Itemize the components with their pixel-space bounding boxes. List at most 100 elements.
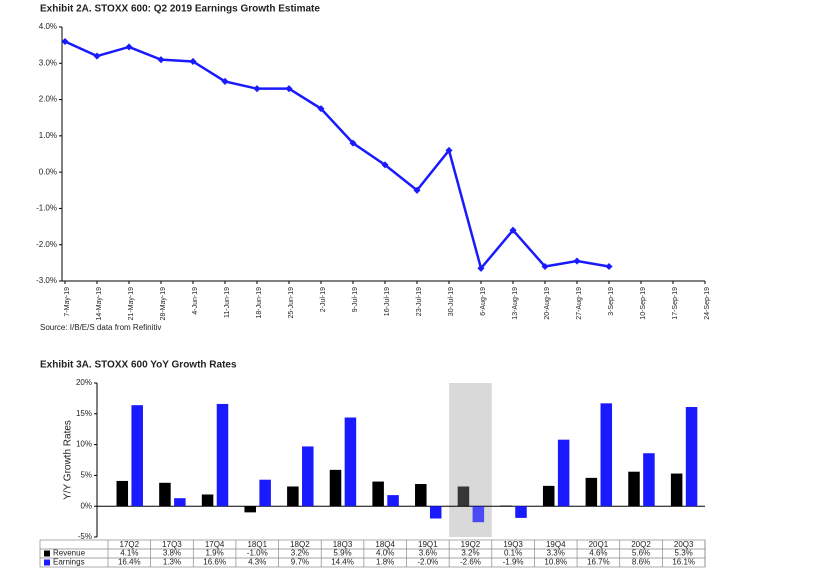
x-tick-label: 17Q4 xyxy=(205,540,225,549)
bar xyxy=(557,439,570,507)
bar xyxy=(685,407,698,507)
data-label: -1.9% xyxy=(503,558,524,567)
x-tick-label: 28-May-19 xyxy=(160,287,167,321)
data-label: 3.3% xyxy=(547,549,565,558)
x-tick-label: 2-Jul-19 xyxy=(320,287,327,312)
x-tick-label: 4-Jun-19 xyxy=(192,287,199,315)
point xyxy=(477,264,485,272)
data-label: 4.3% xyxy=(248,558,266,567)
y-tick-label: 0.0% xyxy=(39,167,57,176)
y-tick-label: -3.0% xyxy=(36,276,57,285)
data-label: 0.1% xyxy=(504,549,522,558)
x-tick-label: 24-Sep-19 xyxy=(704,287,711,320)
data-label: -2.6% xyxy=(460,558,481,567)
x-tick-label: 19Q3 xyxy=(503,540,523,549)
bar xyxy=(457,486,470,507)
y-tick-label: -5% xyxy=(78,532,92,541)
y-tick-label: 10% xyxy=(76,440,92,449)
bar xyxy=(472,506,485,523)
data-label: 16.1% xyxy=(672,558,695,567)
x-tick-label: 3-Sep-19 xyxy=(608,287,615,316)
point xyxy=(413,186,421,194)
bar xyxy=(174,498,186,507)
data-label: 3.2% xyxy=(461,549,479,558)
y-tick-label: 4.0% xyxy=(39,22,57,31)
legend-swatch xyxy=(44,559,50,566)
data-label: 3.2% xyxy=(291,549,309,558)
x-tick-label: 6-Aug-19 xyxy=(480,287,487,316)
y-axis-label: Y/Y Growth Rates xyxy=(63,420,74,500)
x-tick-label: 17-Sep-19 xyxy=(672,287,679,320)
data-label: 5.6% xyxy=(632,549,650,558)
legend-label: Earnings xyxy=(53,558,85,567)
x-tick-label: 18Q1 xyxy=(247,540,267,549)
data-label: 4.0% xyxy=(376,549,394,558)
bar xyxy=(542,485,555,507)
x-tick-label: 25-Jun-19 xyxy=(288,287,295,319)
bar xyxy=(259,479,271,507)
bar xyxy=(116,480,129,507)
x-tick-label: 9-Jul-19 xyxy=(352,287,359,312)
line-series xyxy=(64,40,610,271)
y-tick-label: 15% xyxy=(76,409,92,418)
bar xyxy=(515,506,527,518)
x-tick-label: 18-Jun-19 xyxy=(256,287,263,319)
x-tick-label: 20Q2 xyxy=(631,540,651,549)
point xyxy=(157,56,165,64)
bar xyxy=(670,473,683,507)
x-tick-label: 16-Jul-19 xyxy=(384,287,391,316)
data-label: 16.6% xyxy=(203,558,226,567)
point xyxy=(573,257,581,265)
data-label: 16.7% xyxy=(587,558,610,567)
source-note: Source: I/B/E/S data from Refinitiv xyxy=(40,323,161,332)
bar xyxy=(344,417,357,507)
point xyxy=(317,105,325,113)
x-tick-label: 19Q2 xyxy=(461,540,481,549)
point xyxy=(509,226,517,234)
bar xyxy=(387,495,399,507)
y-tick-label: 20% xyxy=(76,378,92,387)
legend-label: Revenue xyxy=(53,549,86,558)
x-tick-label: 18Q3 xyxy=(333,540,353,549)
point xyxy=(125,43,133,51)
bar xyxy=(131,405,143,507)
data-label: 9.7% xyxy=(291,558,309,567)
x-tick-label: 21-May-19 xyxy=(128,287,135,321)
y-tick-label: 2.0% xyxy=(39,95,57,104)
bar xyxy=(585,477,598,507)
data-label: 1.3% xyxy=(163,558,181,567)
data-label: 4.1% xyxy=(120,549,138,558)
point xyxy=(605,262,613,271)
x-tick-label: 18Q4 xyxy=(375,540,395,549)
bar xyxy=(600,403,613,507)
x-tick-label: 17Q3 xyxy=(162,540,182,549)
legend-swatch xyxy=(44,550,50,557)
data-label: 16.4% xyxy=(118,558,141,567)
x-tick-label: 20-Aug-19 xyxy=(544,287,551,320)
data-label: 10.8% xyxy=(544,558,567,567)
y-tick-label: 1.0% xyxy=(39,131,57,140)
point xyxy=(285,85,293,93)
y-tick-label: -1.0% xyxy=(36,204,57,213)
x-tick-label: 17Q2 xyxy=(120,540,140,549)
data-label: -1.0% xyxy=(247,549,268,558)
x-tick-label: 7-May-19 xyxy=(64,287,71,317)
data-label: 1.8% xyxy=(376,558,394,567)
data-label: 5.3% xyxy=(675,549,693,558)
bar xyxy=(500,505,512,507)
bar xyxy=(429,506,442,519)
x-tick-label: 18Q2 xyxy=(290,540,310,549)
bar xyxy=(643,453,655,507)
bar xyxy=(415,484,427,507)
point xyxy=(221,77,229,85)
bar xyxy=(329,469,342,507)
point xyxy=(445,146,453,154)
highlight-band xyxy=(449,383,492,537)
data-label: 1.9% xyxy=(205,549,223,558)
x-tick-label: 20Q3 xyxy=(674,540,694,549)
bar xyxy=(201,494,214,507)
bar xyxy=(287,486,299,507)
bar xyxy=(372,481,384,507)
bar xyxy=(628,471,640,507)
x-tick-label: 30-Jul-19 xyxy=(448,287,455,316)
